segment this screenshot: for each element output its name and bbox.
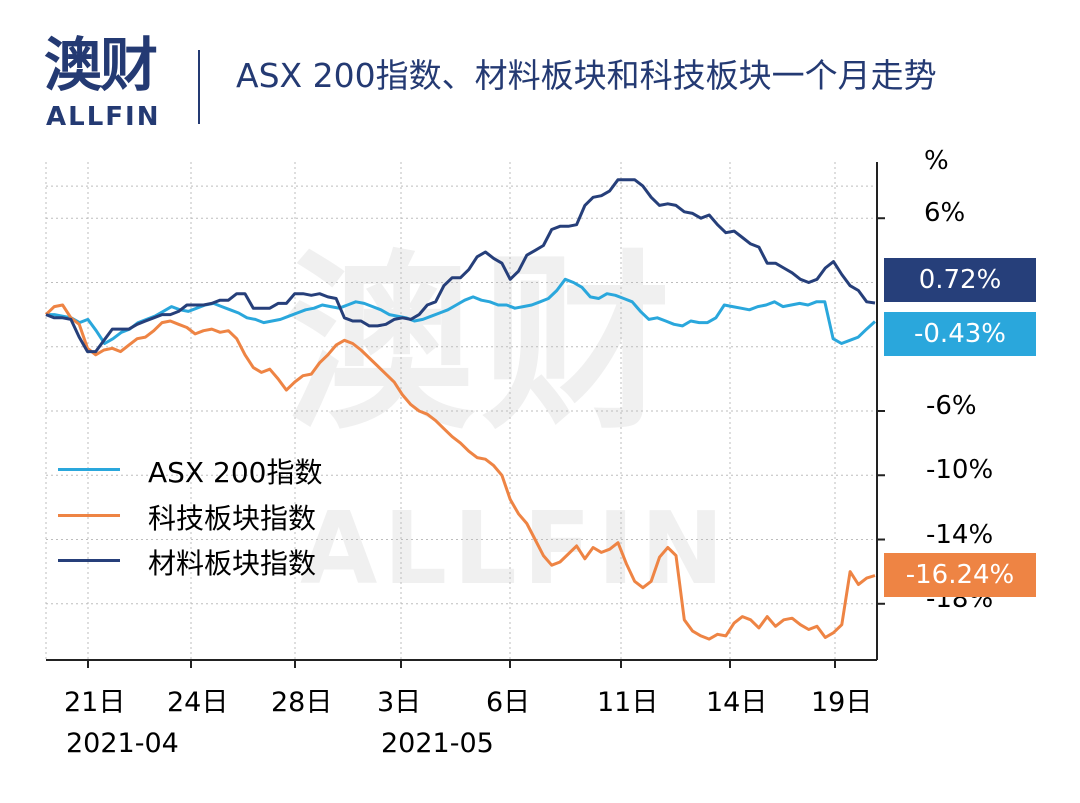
x-tick-label: 19日 (811, 687, 873, 718)
end-value-badge-materials: 0.72% (884, 258, 1036, 302)
series-line-tech (44, 303, 876, 641)
x-tick-label: 6日 (486, 687, 531, 718)
chart-title: ASX 200指数、材料板块和科技板块一个月走势 (236, 56, 937, 95)
watermark-english: ALLFIN (300, 490, 731, 607)
legend-label-materials: 材料板块指数 (148, 547, 317, 580)
month-label-may: 2021-05 (381, 728, 494, 759)
axes (46, 162, 885, 668)
logo-english: ALLFIN (46, 102, 161, 132)
y-tick-label: -14% (926, 519, 994, 550)
x-tick-label: 3日 (377, 687, 422, 718)
grid (45, 162, 877, 660)
end-value-badge-asx: -0.43% (884, 312, 1036, 356)
legend-swatch-materials (58, 559, 120, 562)
allfin-logo: 澳财 ALLFIN (40, 36, 170, 136)
series-line-asx (46, 277, 877, 345)
y-axis-unit: % (924, 146, 949, 176)
legend-label-tech: 科技板块指数 (148, 502, 317, 535)
series-layer (44, 178, 877, 641)
x-tick-label: 14日 (706, 687, 768, 718)
x-tick-label: 24日 (167, 687, 229, 718)
legend-swatch-asx (58, 468, 120, 471)
end-value-badge-tech: -16.24% (884, 553, 1036, 597)
logo-chinese: 澳财 (44, 31, 158, 99)
x-tick-label: 28日 (271, 687, 333, 718)
legend-label-asx: ASX 200指数 (148, 456, 323, 489)
y-tick-label: -10% (926, 455, 994, 486)
series-line-materials (45, 178, 876, 354)
y-tick-label: 6% (924, 198, 966, 229)
x-tick-label: 21日 (64, 687, 126, 718)
y-tick-label: -6% (926, 391, 977, 421)
legend-swatch-tech (58, 514, 120, 517)
watermark-chinese: 澳财 (285, 234, 678, 455)
month-label-april: 2021-04 (66, 728, 179, 759)
x-tick-label: 11日 (597, 687, 659, 718)
title-divider (198, 50, 200, 124)
